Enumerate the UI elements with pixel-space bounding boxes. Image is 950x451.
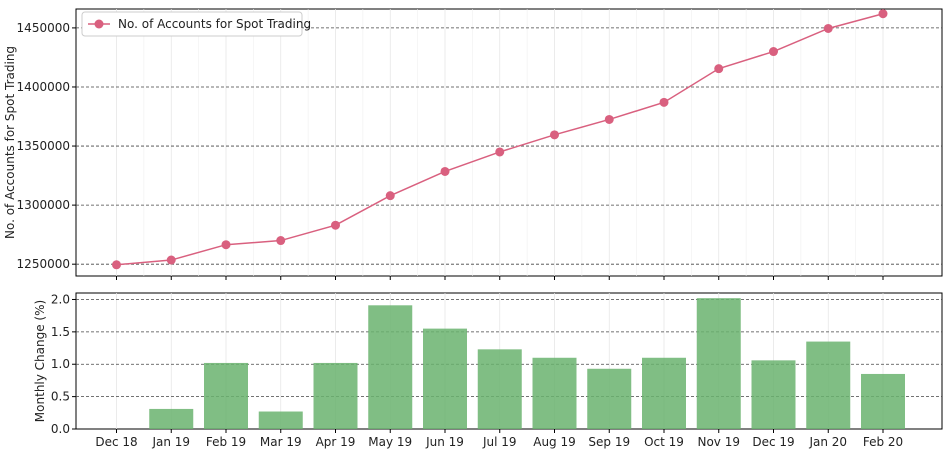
bar-aug-19 — [532, 357, 577, 429]
x-tick-label-oct-19: Oct 19 — [644, 435, 684, 449]
top-plot-frame — [75, 8, 943, 277]
monthly-change-bar-panel: 0.0 0.5 1.0 1.5 2.0 Dec 18 Jan 19 Feb 19 Mar 19… — [33, 292, 943, 449]
accounts-point-jan-19 — [166, 255, 176, 265]
x-tick-label-mar-19: Mar 19 — [260, 435, 302, 449]
top-y-axis-label: No. of Accounts for Spot Trading — [3, 46, 17, 239]
x-tick-label-jan-19: Jan 19 — [151, 435, 190, 449]
x-tick-label-feb-20: Feb 20 — [863, 435, 903, 449]
legend: No. of Accounts for Spot Trading — [81, 11, 311, 37]
legend-marker-swatch — [94, 19, 104, 29]
accounts-point-aug-19 — [550, 130, 559, 140]
bar-apr-19 — [313, 362, 358, 429]
x-tick-label-nov-19: Nov 19 — [697, 435, 740, 449]
top-y-tick-label: 1450000 — [17, 21, 70, 35]
bottom-y-tick-label: 1.0 — [51, 357, 70, 371]
accounts-point-jan-20 — [823, 23, 833, 33]
x-tick-label-may-19: May 19 — [368, 435, 412, 449]
bar-feb-19 — [204, 362, 248, 429]
accounts-point-may-19 — [385, 191, 395, 201]
bar-feb-20 — [861, 373, 905, 429]
accounts-point-jun-19 — [440, 166, 450, 176]
bar-mar-19 — [258, 411, 303, 429]
x-tick-label-jan-20: Jan 20 — [808, 435, 847, 449]
bar-nov-19 — [696, 298, 741, 429]
bar-oct-19 — [642, 357, 686, 429]
legend-entry-accounts: No. of Accounts for Spot Trading — [118, 17, 311, 31]
accounts-point-feb-19 — [221, 240, 231, 250]
top-gridlines — [76, 9, 942, 276]
x-tick-label-dec-19: Dec 19 — [752, 435, 794, 449]
bar-may-19 — [368, 305, 413, 429]
bottom-y-ticks: 0.0 0.5 1.0 1.5 2.0 — [51, 292, 76, 436]
accounts-point-nov-19 — [714, 64, 724, 74]
accounts-point-oct-19 — [659, 97, 669, 107]
bar-dec-19 — [751, 360, 796, 429]
bottom-y-tick-label: 1.5 — [51, 325, 70, 339]
x-tick-label-apr-19: Apr 19 — [316, 435, 356, 449]
bottom-y-tick-label: 0.5 — [51, 390, 70, 404]
accounts-point-feb-20 — [878, 9, 888, 19]
bottom-y-tick-label: 2.0 — [51, 292, 70, 306]
top-y-tick-label: 1350000 — [17, 139, 70, 153]
top-y-tick-label: 1300000 — [17, 198, 70, 212]
bar-jan-20 — [806, 341, 851, 429]
top-x-ticks — [116, 276, 884, 280]
accounts-point-apr-19 — [331, 220, 340, 230]
legend-box — [81, 11, 303, 37]
top-y-ticks: 1250000 1300000 1350000 1400000 1450000 — [17, 21, 76, 271]
accounts-point-jul-19 — [495, 147, 505, 157]
bar-sep-19 — [587, 368, 632, 429]
x-tick-label-dec-18: Dec 18 — [95, 435, 137, 449]
accounts-point-mar-19 — [276, 236, 286, 246]
accounts-point-sep-19 — [604, 114, 614, 124]
bottom-y-tick-label: 0.0 — [51, 422, 70, 436]
top-y-tick-label: 1400000 — [17, 80, 70, 94]
bottom-x-ticks: Dec 18 Jan 19 Feb 19 Mar 19 Apr 19 May 19 Jun … — [95, 429, 903, 449]
bar-jun-19 — [423, 328, 467, 429]
x-tick-label-jun-19: Jun 19 — [425, 435, 464, 449]
x-tick-label-aug-19: Aug 19 — [533, 435, 576, 449]
x-tick-label-sep-19: Sep 19 — [588, 435, 630, 449]
x-tick-label-feb-19: Feb 19 — [206, 435, 246, 449]
x-tick-label-jul-19: Jul 19 — [482, 435, 517, 449]
bottom-y-axis-label: Monthly Change (%) — [33, 300, 47, 422]
accounts-line-panel: 1250000 1300000 1350000 1400000 1450000 No. … — [3, 8, 943, 280]
accounts-series-points — [112, 9, 888, 270]
accounts-point-dec-19 — [769, 47, 778, 57]
bar-jul-19 — [477, 349, 522, 429]
accounts-point-dec-18 — [112, 260, 121, 270]
top-y-tick-label: 1250000 — [17, 257, 70, 271]
bar-jan-19 — [149, 408, 194, 429]
monthly-change-bars — [149, 298, 905, 429]
